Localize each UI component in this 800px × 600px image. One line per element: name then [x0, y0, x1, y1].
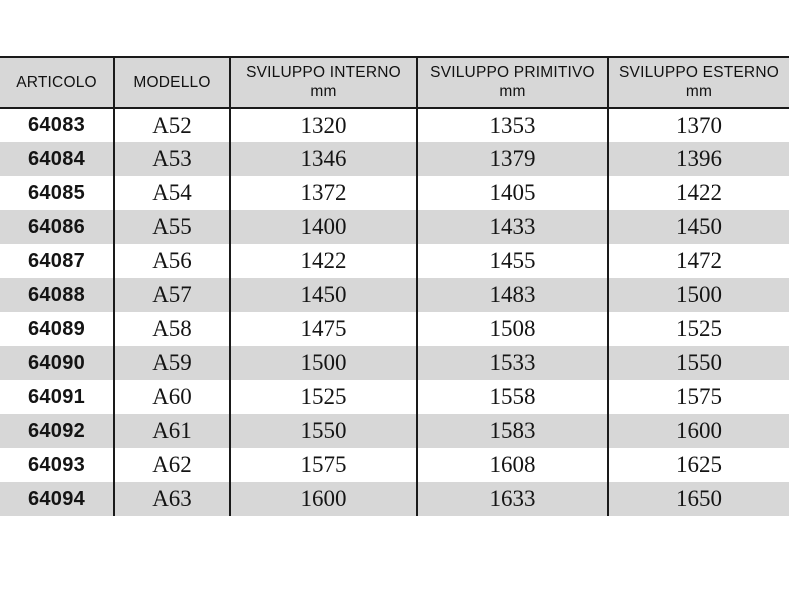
cell-esterno: 1422 — [676, 180, 722, 205]
cell-primitivo: 1405 — [417, 176, 609, 210]
cell-articolo: 64084 — [0, 142, 115, 176]
column-header-sviluppo-esterno: SVILUPPO ESTERNO mm — [608, 57, 789, 109]
table-row: 64084 A53 1346 1379 1396 — [0, 142, 789, 176]
cell-primitivo: 1608 — [417, 448, 609, 482]
cell-articolo: 64093 — [0, 448, 115, 482]
cell-esterno: 1600 — [676, 418, 722, 443]
cell-modello: A57 — [114, 278, 231, 312]
column-header-articolo: ARTICOLO — [0, 57, 115, 109]
cell-modello: A63 — [114, 482, 231, 516]
cell-primitivo: 1508 — [417, 312, 609, 346]
cell-esterno: 1525 — [676, 316, 722, 341]
cell-modello: A62 — [114, 448, 231, 482]
cell-modello: A58 — [114, 312, 231, 346]
cell-primitivo: 1633 — [417, 482, 609, 516]
cell-articolo: 64083 — [0, 108, 115, 142]
cell-interno: 1550 — [230, 414, 418, 448]
cell-modello: A54 — [114, 176, 231, 210]
cell-primitivo: 1558 — [417, 380, 609, 414]
column-header-sviluppo-interno-label: SVILUPPO INTERNO — [246, 64, 401, 81]
cell-articolo: 64090 — [0, 346, 115, 380]
table-row: 64093 A62 1575 1608 1625 — [0, 448, 789, 482]
cell-primitivo: 1455 — [417, 244, 609, 278]
cell-articolo: 64086 — [0, 210, 115, 244]
cell-modello: A52 — [114, 108, 231, 142]
table-header-row: ARTICOLO MODELLO SVILUPPO INTERNO mm SVI… — [0, 57, 789, 109]
cell-esterno: 1650 — [676, 486, 722, 511]
cell-modello: A53 — [114, 142, 231, 176]
cell-esterno: 1370 — [676, 112, 722, 138]
table-body: 64083 A52 1320 1353 1370 64084 A53 1346 1379 1396… — [0, 108, 789, 516]
cell-interno: 1500 — [230, 346, 418, 380]
cell-articolo: 64088 — [0, 278, 115, 312]
table-row: 64092 A61 1550 1583 1600 — [0, 414, 789, 448]
table-row: 64083 A52 1320 1353 1370 — [0, 108, 789, 142]
cell-interno: 1575 — [230, 448, 418, 482]
column-header-sviluppo-esterno-unit: mm — [685, 83, 713, 100]
cell-primitivo: 1379 — [417, 142, 609, 176]
cell-interno: 1450 — [230, 278, 418, 312]
cell-esterno: 1550 — [676, 350, 722, 375]
column-header-modello-label: MODELLO — [133, 73, 211, 91]
cell-interno: 1525 — [230, 380, 418, 414]
column-header-sviluppo-esterno-label: SVILUPPO ESTERNO — [619, 64, 779, 81]
cell-esterno: 1575 — [676, 384, 722, 409]
table-row: 64087 A56 1422 1455 1472 — [0, 244, 789, 278]
cell-primitivo: 1583 — [417, 414, 609, 448]
cell-interno: 1475 — [230, 312, 418, 346]
column-header-modello: MODELLO — [114, 57, 231, 109]
cell-articolo: 64094 — [0, 482, 115, 516]
cell-articolo: 64091 — [0, 380, 115, 414]
cell-esterno: 1396 — [676, 146, 722, 171]
cell-modello: A61 — [114, 414, 231, 448]
table-row: 64090 A59 1500 1533 1550 — [0, 346, 789, 380]
specification-table: ARTICOLO MODELLO SVILUPPO INTERNO mm SVI… — [0, 56, 789, 516]
table-header: ARTICOLO MODELLO SVILUPPO INTERNO mm SVI… — [0, 57, 789, 109]
cell-interno: 1400 — [230, 210, 418, 244]
cell-primitivo: 1483 — [417, 278, 609, 312]
cell-esterno: 1500 — [676, 282, 722, 307]
cell-articolo: 64085 — [0, 176, 115, 210]
specification-table-container: ARTICOLO MODELLO SVILUPPO INTERNO mm SVI… — [0, 56, 789, 516]
cell-primitivo: 1533 — [417, 346, 609, 380]
column-header-sviluppo-interno: SVILUPPO INTERNO mm — [230, 57, 418, 109]
column-header-sviluppo-primitivo-unit: mm — [499, 83, 526, 100]
cell-articolo: 64089 — [0, 312, 115, 346]
cell-primitivo: 1353 — [417, 108, 609, 142]
table-row: 64094 A63 1600 1633 1650 — [0, 482, 789, 516]
cell-articolo: 64092 — [0, 414, 115, 448]
cell-interno: 1600 — [230, 482, 418, 516]
table-row: 64088 A57 1450 1483 1500 — [0, 278, 789, 312]
cell-modello: A55 — [114, 210, 231, 244]
column-header-sviluppo-primitivo-label: SVILUPPO PRIMITIVO — [430, 64, 595, 81]
cell-primitivo: 1433 — [417, 210, 609, 244]
cell-esterno: 1625 — [676, 452, 722, 477]
cell-esterno: 1450 — [676, 214, 722, 239]
table-row: 64091 A60 1525 1558 1575 — [0, 380, 789, 414]
cell-interno: 1320 — [230, 108, 418, 142]
cell-interno: 1372 — [230, 176, 418, 210]
cell-articolo: 64087 — [0, 244, 115, 278]
cell-interno: 1346 — [230, 142, 418, 176]
cell-modello: A56 — [114, 244, 231, 278]
column-header-sviluppo-interno-unit: mm — [310, 83, 337, 100]
table-row: 64085 A54 1372 1405 1422 — [0, 176, 789, 210]
cell-modello: A60 — [114, 380, 231, 414]
table-row: 64086 A55 1400 1433 1450 — [0, 210, 789, 244]
cell-esterno: 1472 — [676, 248, 722, 273]
cell-modello: A59 — [114, 346, 231, 380]
column-header-articolo-label: ARTICOLO — [16, 73, 97, 91]
cell-interno: 1422 — [230, 244, 418, 278]
table-row: 64089 A58 1475 1508 1525 — [0, 312, 789, 346]
column-header-sviluppo-primitivo: SVILUPPO PRIMITIVO mm — [417, 57, 609, 109]
